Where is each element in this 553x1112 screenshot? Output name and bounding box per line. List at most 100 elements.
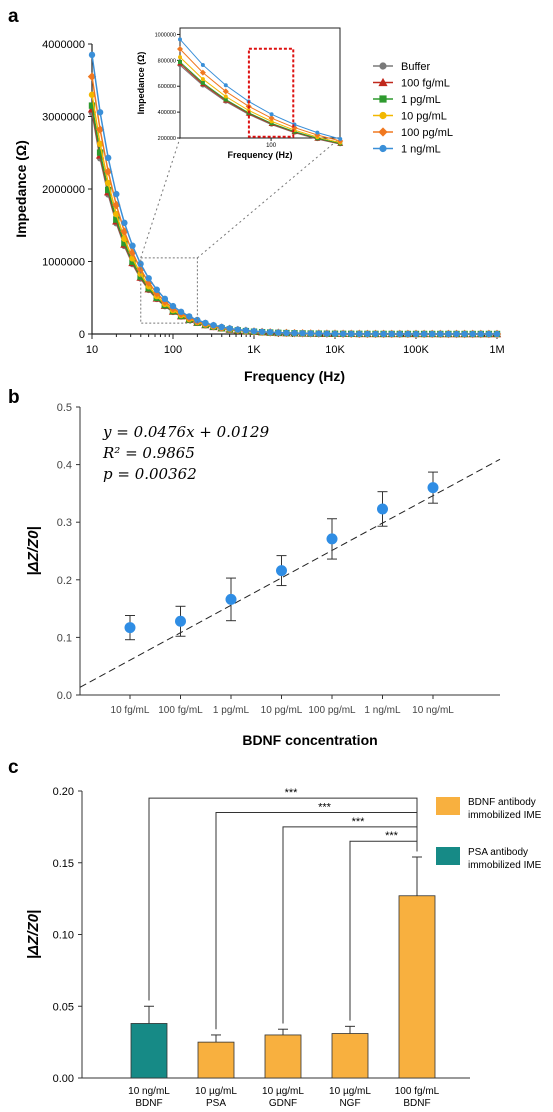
data-point	[225, 593, 237, 605]
data-point	[210, 321, 217, 329]
bar	[197, 1041, 235, 1079]
inset-series-5	[178, 37, 343, 142]
data-point	[445, 330, 452, 338]
data-point	[326, 533, 338, 545]
data-point	[88, 91, 96, 98]
data-point	[169, 302, 177, 310]
bar-group	[398, 856, 436, 1079]
highlight-box	[247, 47, 295, 138]
calibration-chart: b 0.0 0.1 0.2 0.3 0.4 0.5 10 fg/mL 100 fg/mL 1 pg…	[8, 387, 501, 748]
data-point	[283, 329, 290, 337]
x-tick-label: BDNF	[403, 1098, 430, 1107]
data-point	[420, 330, 428, 338]
x-tick-label: GDNF	[269, 1098, 297, 1107]
y-tick-label: 0.05	[53, 1001, 74, 1013]
legend-item: 100 pg/mL	[373, 127, 453, 139]
data-point	[96, 149, 104, 156]
data-point	[186, 313, 193, 320]
x-tick-label: 10 µg/mL	[195, 1086, 237, 1097]
data-point	[493, 330, 501, 338]
legend-item: PSA antibody immobilized IME	[436, 847, 542, 871]
x-tick-label: 10 fg/mL	[111, 705, 150, 716]
fit-line	[79, 458, 501, 688]
legend-marker	[379, 144, 387, 153]
data-point	[145, 275, 152, 282]
y-tick-label: 1000000	[42, 257, 85, 269]
data-point	[226, 325, 233, 332]
data-point	[377, 503, 388, 515]
inset-x-tick-label: 100	[266, 143, 277, 149]
data-point	[250, 328, 258, 335]
data-point-group	[377, 491, 388, 527]
inset-data-point	[178, 59, 182, 64]
panel-b: b 0.0 0.1 0.2 0.3 0.4 0.5 10 fg/mL 100 fg/mL 1 pg…	[0, 385, 553, 755]
legend: Buffer 100 fg/mL 1 pg/mL 10 pg/mL 100 pg/mL 1…	[373, 61, 453, 156]
inset-y-tick-label: 400000	[158, 110, 176, 116]
inset-data-point	[338, 137, 343, 142]
legend-label: 1 ng/mL	[401, 144, 441, 156]
inset-data-point	[268, 115, 275, 122]
data-point	[331, 330, 339, 337]
bracket-line	[282, 826, 418, 1024]
x-tick-label: 10K	[325, 344, 345, 356]
x-tick-label: PSA	[206, 1098, 226, 1107]
data-point	[88, 51, 96, 59]
x-tick-label: 10 µg/mL	[262, 1086, 304, 1097]
bar	[331, 1033, 369, 1079]
x-tick-label: 100	[164, 344, 182, 356]
inset-data-point	[199, 69, 206, 76]
bar-group	[264, 1028, 302, 1079]
data-point	[258, 328, 266, 335]
legend-marker	[379, 62, 387, 70]
data-point	[427, 482, 439, 494]
legend-label: BDNF antibody	[468, 797, 536, 808]
data-point	[388, 330, 395, 338]
data-point	[234, 326, 241, 333]
equation-line: R² = 0.9865	[102, 444, 195, 462]
bracket-line	[349, 840, 418, 1021]
legend-marker	[378, 127, 388, 137]
x-tick-label: NGF	[339, 1098, 360, 1107]
legend-marker	[379, 111, 387, 120]
inset-data-point	[200, 77, 205, 82]
inset-data-point	[178, 37, 182, 42]
inset-data-point	[222, 88, 229, 95]
bracket-line	[215, 812, 418, 1030]
x-tick-label: 1M	[489, 344, 504, 356]
y-tick-label: 0.5	[57, 402, 72, 414]
inset-data-point	[200, 80, 205, 85]
y-tick-label: 0.0	[57, 690, 72, 702]
y-tick-label: 3000000	[42, 112, 85, 124]
y-tick-label: 0.1	[57, 632, 72, 644]
y-tick-label: 0.20	[53, 786, 74, 798]
x-tick-label: 10 ng/mL	[412, 705, 454, 716]
inset-y-tick-label: 800000	[158, 58, 176, 64]
legend-label: immobilized IME	[468, 810, 542, 821]
data-point	[453, 330, 460, 338]
legend-label: 100 fg/mL	[401, 78, 450, 90]
significance-label: ***	[352, 816, 366, 828]
x-tick-label: 1K	[247, 344, 261, 356]
data-point	[299, 330, 306, 337]
x-tick-label: 10 pg/mL	[261, 705, 303, 716]
equation-line: y = 0.0476x + 0.0129	[102, 423, 270, 441]
legend-label: PSA antibody	[468, 847, 528, 858]
data-point	[380, 330, 387, 338]
data-point	[477, 330, 484, 338]
data-point	[339, 330, 347, 337]
data-point	[291, 329, 298, 337]
bar	[398, 895, 436, 1079]
data-point	[121, 239, 128, 247]
data-point	[202, 319, 209, 327]
data-point	[113, 216, 120, 223]
panel-label-b: b	[8, 387, 20, 408]
data-point	[105, 186, 112, 194]
x-tick-label: 100K	[403, 344, 429, 356]
data-point	[95, 125, 105, 134]
inset-series-line	[179, 48, 341, 142]
data-point	[323, 330, 331, 337]
data-point	[469, 330, 476, 338]
data-point	[276, 565, 287, 577]
y-axis-title: |ΔZ/Z0|	[25, 910, 42, 959]
inset-y-tick-label: 200000	[158, 136, 176, 142]
